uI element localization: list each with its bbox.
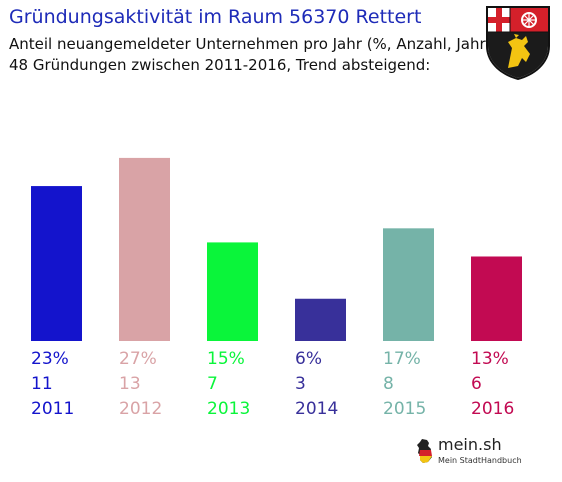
year-label-2011: 2011 bbox=[31, 399, 74, 419]
year-label-2014: 2014 bbox=[295, 399, 338, 419]
count-label-2012: 13 bbox=[119, 374, 141, 394]
year-label-2013: 2013 bbox=[207, 399, 250, 419]
count-label-2015: 8 bbox=[383, 374, 394, 394]
chart-title: Gründungsaktivität im Raum 56370 Rettert bbox=[9, 6, 422, 28]
percent-label-2012: 27% bbox=[119, 349, 157, 369]
count-label-2011: 11 bbox=[31, 374, 53, 394]
percent-label-2011: 23% bbox=[31, 349, 69, 369]
percent-label-2014: 6% bbox=[295, 349, 322, 369]
year-label-2016: 2016 bbox=[471, 399, 514, 419]
percent-label-2016: 13% bbox=[471, 349, 509, 369]
logo-name: mein.sh bbox=[438, 435, 502, 454]
logo-tagline: Mein StadtHandbuch bbox=[438, 456, 522, 465]
bar-2015 bbox=[383, 228, 434, 341]
chart-subtitle-line-2: 48 Gründungen zwischen 2011-2016, Trend … bbox=[9, 56, 431, 74]
percent-label-2015: 17% bbox=[383, 349, 421, 369]
count-label-2016: 6 bbox=[471, 374, 482, 394]
bar-2012 bbox=[119, 157, 170, 341]
germany-map-icon bbox=[417, 439, 432, 463]
bar-2014 bbox=[295, 298, 346, 341]
year-label-2015: 2015 bbox=[383, 399, 426, 419]
bar-2016 bbox=[471, 256, 522, 341]
year-label-2012: 2012 bbox=[119, 399, 162, 419]
bar-2013 bbox=[207, 242, 258, 341]
rheinland-pfalz-coat-of-arms-icon bbox=[486, 6, 550, 80]
count-label-2013: 7 bbox=[207, 374, 218, 394]
count-label-2014: 3 bbox=[295, 374, 306, 394]
mein-sh-logo[interactable]: mein.sh Mein StadtHandbuch bbox=[414, 432, 526, 472]
bar-2011 bbox=[31, 186, 82, 341]
chart-subtitle-line-1: Anteil neuangemeldeter Unternehmen pro J… bbox=[9, 35, 492, 53]
percent-label-2013: 15% bbox=[207, 349, 245, 369]
